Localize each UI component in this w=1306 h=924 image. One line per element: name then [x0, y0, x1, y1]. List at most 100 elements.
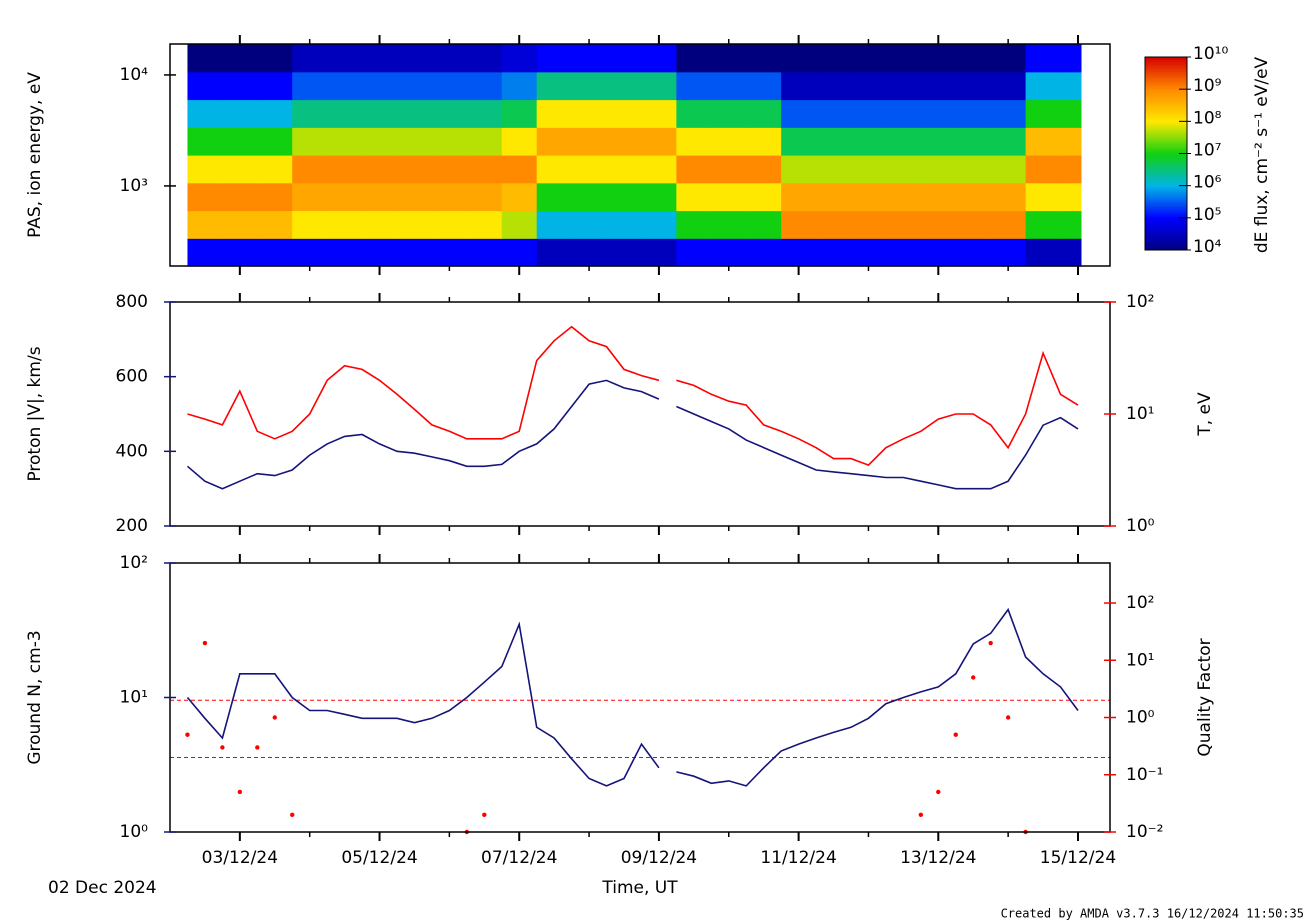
heat-cell — [431, 155, 468, 184]
heat-cell — [990, 99, 1027, 128]
heat-cell — [1060, 44, 1082, 73]
heat-cell — [571, 182, 608, 212]
y-tick-label: 400 — [116, 441, 148, 461]
data-point — [220, 745, 225, 750]
colorbar-cell — [1145, 129, 1187, 133]
y-tick-label: 600 — [116, 367, 148, 387]
heat-cell — [676, 210, 712, 239]
colorbar-cell — [1145, 57, 1187, 60]
heat-cell — [257, 238, 293, 267]
heat-cell — [466, 210, 503, 239]
heat-cell — [885, 210, 922, 239]
colorbar-cell — [1145, 245, 1187, 249]
heat-cell — [781, 155, 817, 184]
heat-cell — [501, 182, 538, 212]
heat-cell — [746, 238, 782, 267]
heat-cell — [1060, 127, 1082, 156]
colorbar-cell — [1145, 117, 1187, 121]
heat-cell — [1060, 155, 1082, 184]
colorbar-cell — [1145, 95, 1187, 99]
heat-cell — [711, 238, 747, 267]
colorbar-cell — [1145, 88, 1187, 92]
heat-cell — [571, 44, 608, 73]
heat-cell — [1025, 71, 1062, 101]
heat-cell — [396, 182, 433, 212]
heat-cell — [816, 155, 852, 184]
heat-cell — [292, 238, 328, 267]
colorbar-cell — [1145, 112, 1187, 116]
colorbar-cell — [1145, 216, 1187, 220]
colorbar-cell — [1145, 124, 1187, 128]
heat-cell — [850, 44, 887, 73]
heat-cell — [222, 238, 258, 267]
heat-cell — [1025, 99, 1062, 128]
heat-cell — [327, 71, 363, 101]
heat-cell — [571, 210, 608, 239]
plot-frame — [169, 562, 1111, 833]
heat-cell — [885, 238, 922, 267]
colorbar-label: dE flux, cm⁻² s⁻¹ eV/eV — [1252, 56, 1272, 253]
heat-cell — [711, 155, 747, 184]
heat-cell — [955, 210, 992, 239]
data-line — [186, 621, 660, 787]
heat-cell — [536, 238, 573, 267]
heat-cell — [885, 99, 922, 128]
x-tick-label: 15/12/24 — [1040, 848, 1116, 868]
colorbar-cell — [1145, 187, 1187, 191]
heat-cell — [641, 44, 677, 73]
heat-cell — [990, 127, 1027, 156]
y2-axis-label: T, eV — [1195, 392, 1215, 437]
heat-cell — [920, 99, 957, 128]
colorbar-tick-label: 10¹⁰ — [1193, 44, 1228, 64]
heat-cell — [676, 155, 712, 184]
colorbar-cell — [1145, 230, 1187, 234]
heat-cell — [676, 238, 712, 267]
heat-cell — [431, 127, 468, 156]
heat-cell — [641, 210, 677, 239]
heat-cell — [292, 210, 328, 239]
heat-cell — [641, 127, 677, 156]
data-point — [255, 745, 260, 750]
heat-cell — [711, 127, 747, 156]
heat-cell — [431, 182, 468, 212]
heat-cell — [1025, 155, 1062, 184]
heat-cell — [187, 71, 223, 101]
heat-cell — [920, 44, 957, 73]
colorbar-cell — [1145, 160, 1187, 164]
heat-cell — [781, 99, 817, 128]
heat-cell — [466, 127, 503, 156]
heat-cell — [257, 71, 293, 101]
data-point — [936, 789, 941, 795]
heat-cell — [816, 210, 852, 239]
heat-cell — [781, 182, 817, 212]
heat-cell — [327, 99, 363, 128]
heat-cell — [1060, 210, 1082, 239]
x-tick-label: 13/12/24 — [900, 848, 976, 868]
y2-axis-label: Quality Factor — [1195, 638, 1215, 756]
heat-cell — [187, 127, 223, 156]
heat-cell — [257, 99, 293, 128]
colorbar-tick-label: 10⁶ — [1193, 173, 1222, 193]
heat-cell — [885, 71, 922, 101]
heat-cell — [187, 155, 223, 184]
colorbar-cell — [1145, 126, 1187, 130]
data-point — [1005, 715, 1011, 720]
heat-cell — [222, 210, 258, 239]
heat-cell — [990, 238, 1027, 267]
y2-tick-label: 10² — [1126, 593, 1154, 613]
data-line — [676, 350, 1079, 467]
heat-cell — [955, 71, 992, 101]
colorbar-cell — [1145, 189, 1187, 193]
heat-cell — [1025, 127, 1062, 156]
heat-cell — [501, 99, 538, 128]
heat-cell — [850, 238, 887, 267]
heat-cell — [571, 127, 608, 156]
heat-cell — [885, 155, 922, 184]
heat-cell — [781, 71, 817, 101]
colorbar-cell — [1145, 237, 1187, 241]
heat-cell — [676, 127, 712, 156]
colorbar-cell — [1145, 71, 1187, 75]
heat-cell — [431, 44, 468, 73]
heat-cell — [222, 127, 258, 156]
